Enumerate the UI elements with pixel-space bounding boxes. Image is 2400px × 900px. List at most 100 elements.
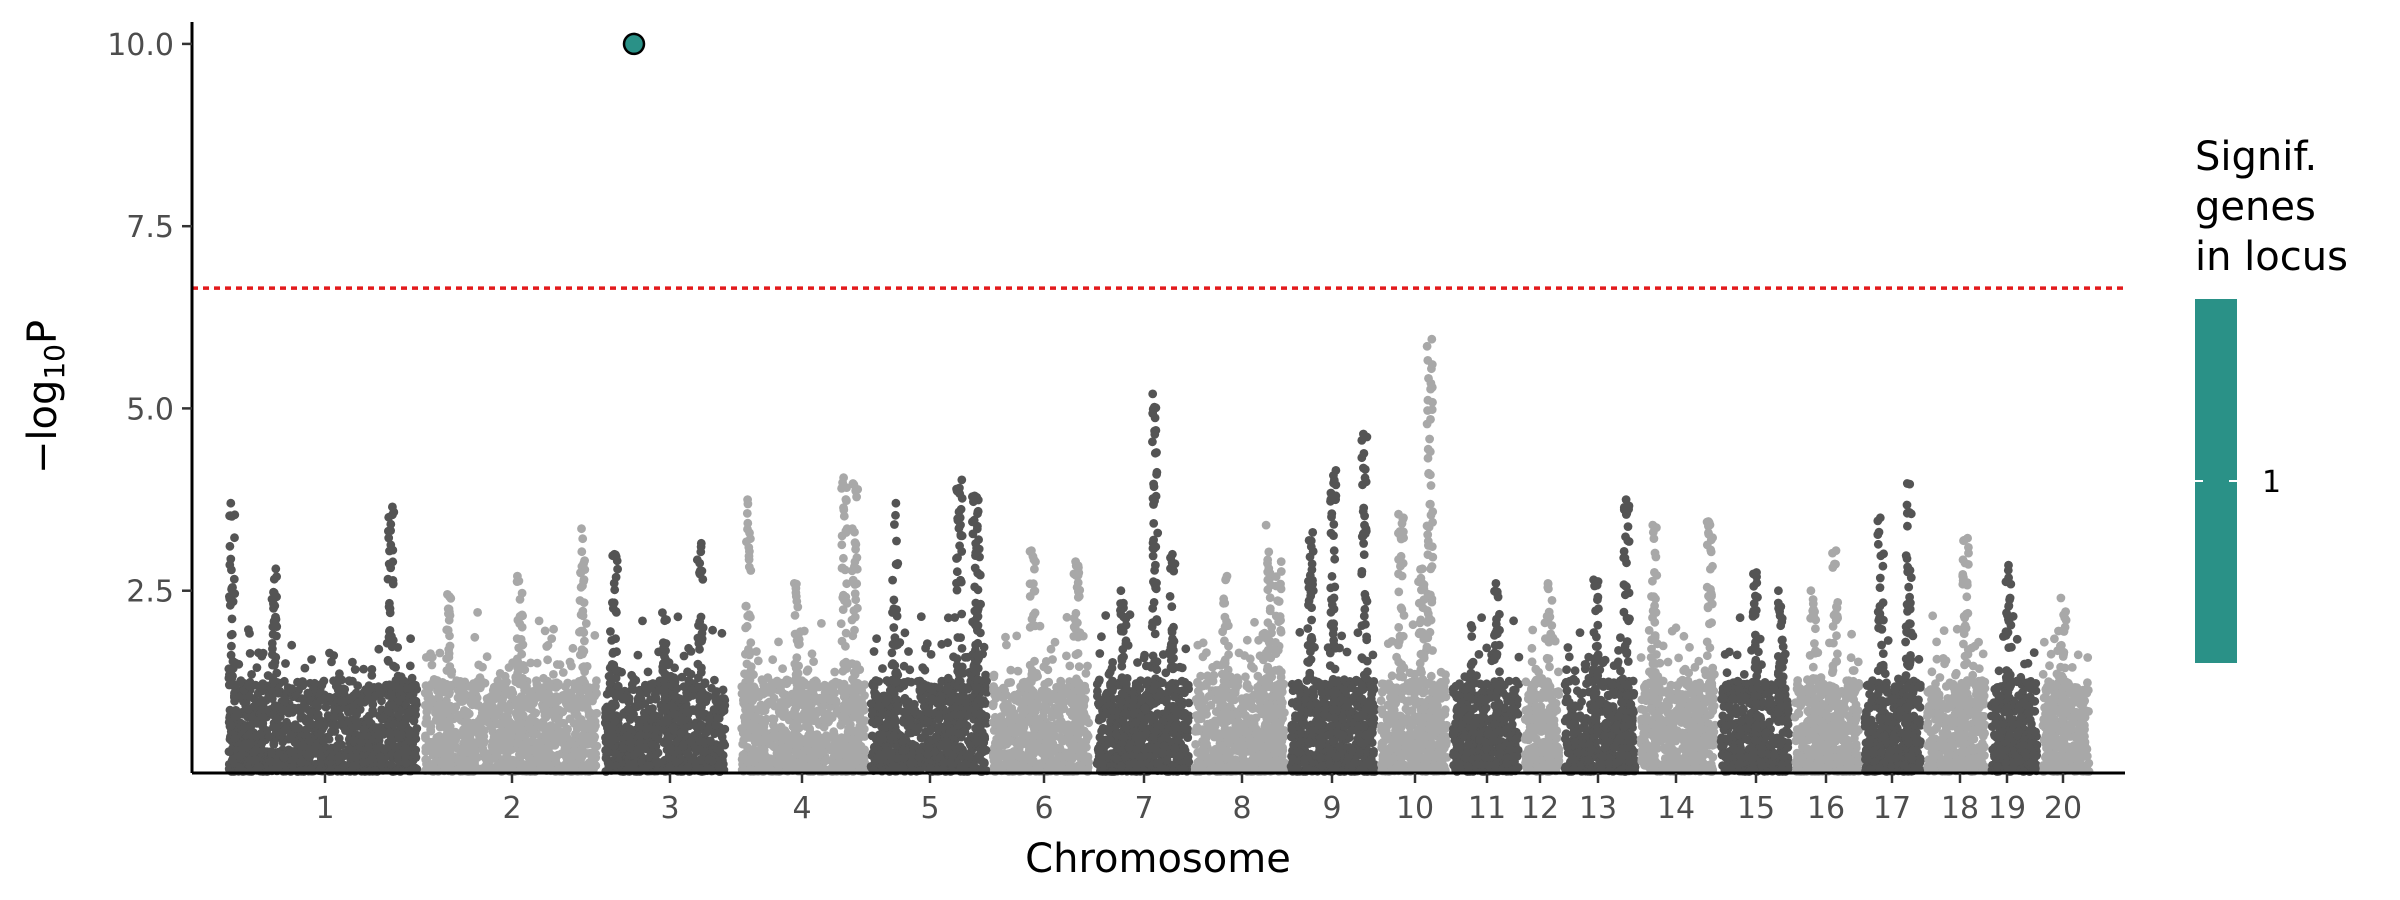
snp-point bbox=[267, 748, 276, 758]
snp-point bbox=[549, 624, 558, 634]
snp-point bbox=[476, 682, 486, 691]
snp-point bbox=[307, 655, 316, 664]
snp-point bbox=[917, 684, 927, 693]
snp-point bbox=[814, 682, 824, 692]
peak-snp-point bbox=[850, 678, 860, 688]
snp-point bbox=[551, 706, 561, 715]
snp-point bbox=[969, 761, 978, 771]
peak-snp-point bbox=[610, 716, 620, 726]
snp-point bbox=[798, 753, 808, 763]
snp-point bbox=[468, 747, 478, 757]
snp-point bbox=[516, 751, 526, 761]
peak-snp-point bbox=[441, 738, 451, 748]
snp-point bbox=[899, 746, 909, 756]
snp-point bbox=[905, 665, 915, 675]
snp-point bbox=[364, 742, 373, 752]
snp-point bbox=[475, 673, 485, 683]
snp-point bbox=[268, 764, 277, 774]
snp-point bbox=[915, 753, 924, 763]
snp-point bbox=[238, 741, 248, 751]
snp-point bbox=[423, 682, 433, 691]
peak-snp-point bbox=[225, 705, 235, 715]
peak-snp-point bbox=[228, 657, 238, 666]
snp-point bbox=[495, 669, 505, 678]
snp-point bbox=[686, 737, 696, 747]
chromosome-1-points bbox=[224, 498, 422, 776]
peak-snp-point bbox=[388, 557, 398, 567]
snp-point bbox=[427, 652, 437, 662]
peak-snp-point bbox=[663, 732, 673, 742]
snp-point bbox=[563, 678, 573, 688]
peak-snp-point bbox=[384, 512, 394, 522]
chromosome-2-points bbox=[420, 524, 602, 776]
snp-point bbox=[666, 744, 675, 754]
snp-point bbox=[803, 665, 813, 675]
peak-snp-point bbox=[442, 730, 452, 739]
snp-point bbox=[245, 649, 255, 658]
peak-snp-point bbox=[695, 737, 705, 746]
snp-point bbox=[758, 686, 768, 695]
snp-point bbox=[432, 676, 442, 685]
snp-point bbox=[820, 756, 830, 766]
snp-point bbox=[590, 631, 600, 640]
snp-point bbox=[921, 729, 930, 739]
snp-point bbox=[379, 713, 389, 722]
peak-snp-point bbox=[513, 615, 523, 625]
peak-snp-point bbox=[225, 600, 235, 610]
snp-point bbox=[651, 694, 661, 704]
snp-point bbox=[638, 616, 647, 626]
snp-point bbox=[257, 739, 267, 748]
peak-snp-point bbox=[611, 572, 621, 582]
peak-snp-point bbox=[746, 702, 755, 712]
snp-point bbox=[479, 726, 489, 735]
peak-snp-point bbox=[743, 518, 753, 528]
snp-point bbox=[329, 713, 339, 722]
snp-point bbox=[809, 657, 818, 666]
snp-point bbox=[359, 724, 369, 734]
snp-point bbox=[582, 749, 592, 758]
snp-point bbox=[504, 688, 514, 697]
peak-snp-point bbox=[444, 615, 454, 625]
peak-snp-point bbox=[741, 623, 750, 633]
snp-point bbox=[914, 723, 923, 733]
peak-snp-point bbox=[579, 731, 588, 740]
snp-point bbox=[405, 707, 414, 717]
snp-point bbox=[872, 634, 881, 643]
snp-point bbox=[537, 758, 547, 767]
peak-snp-point bbox=[746, 662, 756, 672]
peak-snp-point bbox=[226, 630, 236, 640]
snp-point bbox=[394, 733, 404, 742]
peak-snp-point bbox=[660, 659, 670, 668]
snp-point bbox=[626, 737, 636, 747]
snp-point bbox=[881, 698, 891, 707]
snp-point bbox=[532, 658, 542, 668]
snp-point bbox=[469, 686, 478, 696]
peak-snp-point bbox=[658, 638, 668, 647]
snp-point bbox=[463, 761, 473, 771]
snp-point bbox=[676, 728, 686, 738]
snp-point bbox=[916, 612, 926, 621]
peak-snp-point bbox=[441, 684, 451, 694]
snp-point bbox=[541, 748, 551, 758]
peak-snp-point bbox=[842, 496, 851, 505]
snp-point bbox=[819, 722, 829, 732]
snp-point bbox=[817, 619, 826, 628]
peak-snp-point bbox=[662, 615, 671, 625]
snp-point bbox=[811, 695, 821, 705]
peak-snp-point bbox=[580, 695, 589, 705]
snp-point bbox=[560, 762, 569, 772]
peak-snp-point bbox=[576, 582, 586, 592]
snp-point bbox=[531, 692, 541, 702]
peak-snp-point bbox=[613, 564, 622, 574]
snp-point bbox=[487, 742, 497, 751]
snp-point bbox=[227, 756, 237, 765]
snp-point bbox=[590, 742, 600, 751]
snp-point bbox=[398, 748, 408, 757]
snp-point bbox=[926, 763, 935, 773]
peak-snp-point bbox=[576, 568, 586, 578]
peak-snp-point bbox=[515, 728, 525, 737]
peak-snp-point bbox=[792, 737, 802, 746]
snp-point bbox=[485, 754, 495, 764]
snp-point bbox=[367, 753, 377, 763]
snp-point bbox=[566, 738, 576, 748]
